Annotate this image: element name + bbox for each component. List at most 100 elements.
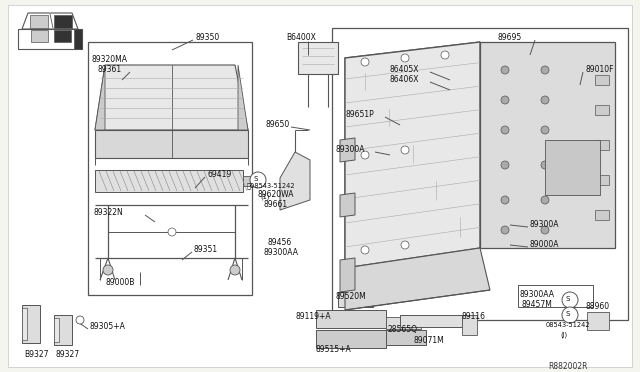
- Polygon shape: [22, 13, 78, 29]
- Circle shape: [230, 265, 240, 275]
- Circle shape: [168, 228, 176, 236]
- Bar: [462, 315, 477, 335]
- Bar: [22, 305, 40, 343]
- Text: 89695: 89695: [497, 33, 521, 42]
- Polygon shape: [340, 258, 355, 292]
- Text: S: S: [566, 296, 570, 302]
- Text: 08543-51242: 08543-51242: [546, 322, 591, 328]
- Text: (J): (J): [560, 332, 567, 339]
- Bar: [316, 310, 386, 328]
- Text: R882002R: R882002R: [548, 362, 588, 371]
- Bar: [518, 285, 593, 307]
- Text: 89322N: 89322N: [93, 208, 123, 217]
- Text: 89520M: 89520M: [336, 292, 367, 301]
- Bar: [386, 330, 426, 345]
- Text: 69419: 69419: [207, 170, 231, 179]
- Bar: [595, 210, 609, 220]
- Text: 89457M: 89457M: [522, 300, 553, 309]
- Text: 89320MA: 89320MA: [92, 55, 128, 64]
- Circle shape: [361, 151, 369, 159]
- Text: 89327: 89327: [55, 350, 79, 359]
- Bar: [54, 318, 59, 342]
- Polygon shape: [95, 65, 105, 130]
- Circle shape: [501, 126, 509, 134]
- Bar: [31, 30, 48, 42]
- Text: S: S: [566, 311, 570, 317]
- Polygon shape: [238, 65, 248, 130]
- Bar: [595, 75, 609, 85]
- Bar: [595, 140, 609, 150]
- Bar: [74, 29, 82, 49]
- Text: Ⓝ08543-51242: Ⓝ08543-51242: [247, 182, 296, 189]
- Text: 89650: 89650: [265, 120, 289, 129]
- Circle shape: [401, 54, 409, 62]
- Circle shape: [501, 161, 509, 169]
- Bar: [386, 317, 421, 329]
- Bar: [298, 42, 338, 74]
- Text: 89119+A: 89119+A: [295, 312, 331, 321]
- Circle shape: [401, 146, 409, 154]
- Bar: [243, 176, 253, 186]
- Bar: [54, 315, 72, 345]
- Polygon shape: [345, 42, 480, 268]
- Text: 89116: 89116: [462, 312, 486, 321]
- Circle shape: [76, 316, 84, 324]
- Bar: [595, 175, 609, 185]
- Bar: [400, 315, 462, 327]
- Text: 89305+A: 89305+A: [90, 322, 126, 331]
- Circle shape: [501, 96, 509, 104]
- Polygon shape: [340, 193, 355, 217]
- Polygon shape: [95, 65, 248, 130]
- Circle shape: [541, 96, 549, 104]
- Text: 89000A: 89000A: [530, 240, 559, 249]
- Text: 86405X: 86405X: [390, 65, 419, 74]
- Circle shape: [562, 292, 578, 308]
- Circle shape: [541, 126, 549, 134]
- Text: 89300A: 89300A: [530, 220, 559, 229]
- Circle shape: [501, 66, 509, 74]
- Bar: [545, 140, 600, 195]
- Text: 88960: 88960: [585, 302, 609, 311]
- Bar: [338, 292, 373, 307]
- Bar: [95, 170, 243, 192]
- Circle shape: [361, 58, 369, 66]
- Text: 89000B: 89000B: [105, 278, 134, 287]
- Text: 89620WA: 89620WA: [258, 190, 294, 199]
- Bar: [54, 30, 71, 42]
- Circle shape: [103, 265, 113, 275]
- Circle shape: [501, 196, 509, 204]
- Polygon shape: [18, 29, 82, 49]
- Text: B9327: B9327: [24, 350, 49, 359]
- Polygon shape: [480, 42, 615, 248]
- Circle shape: [541, 161, 549, 169]
- Circle shape: [361, 246, 369, 254]
- Text: 89071M: 89071M: [414, 336, 445, 345]
- Text: (1): (1): [260, 193, 269, 199]
- Bar: [316, 330, 386, 348]
- Polygon shape: [340, 138, 355, 162]
- Bar: [88, 42, 252, 295]
- Polygon shape: [95, 130, 248, 158]
- Text: 89300A: 89300A: [335, 145, 365, 154]
- Text: 89300AA: 89300AA: [520, 290, 555, 299]
- Circle shape: [562, 307, 578, 323]
- Text: S: S: [254, 176, 259, 182]
- Circle shape: [441, 51, 449, 59]
- Bar: [22, 308, 27, 340]
- Text: 89351: 89351: [193, 245, 217, 254]
- Text: 28565Q: 28565Q: [388, 325, 418, 334]
- Bar: [30, 15, 48, 28]
- Text: 89661: 89661: [263, 200, 287, 209]
- Text: 89456: 89456: [268, 238, 292, 247]
- Circle shape: [501, 226, 509, 234]
- Text: 89361: 89361: [97, 65, 121, 74]
- Circle shape: [541, 196, 549, 204]
- Text: B6400X: B6400X: [286, 33, 316, 42]
- Circle shape: [401, 241, 409, 249]
- Text: 86406X: 86406X: [390, 75, 419, 84]
- Text: 89350: 89350: [195, 33, 220, 42]
- Bar: [595, 105, 609, 115]
- Bar: [587, 312, 609, 330]
- Circle shape: [541, 226, 549, 234]
- Circle shape: [541, 66, 549, 74]
